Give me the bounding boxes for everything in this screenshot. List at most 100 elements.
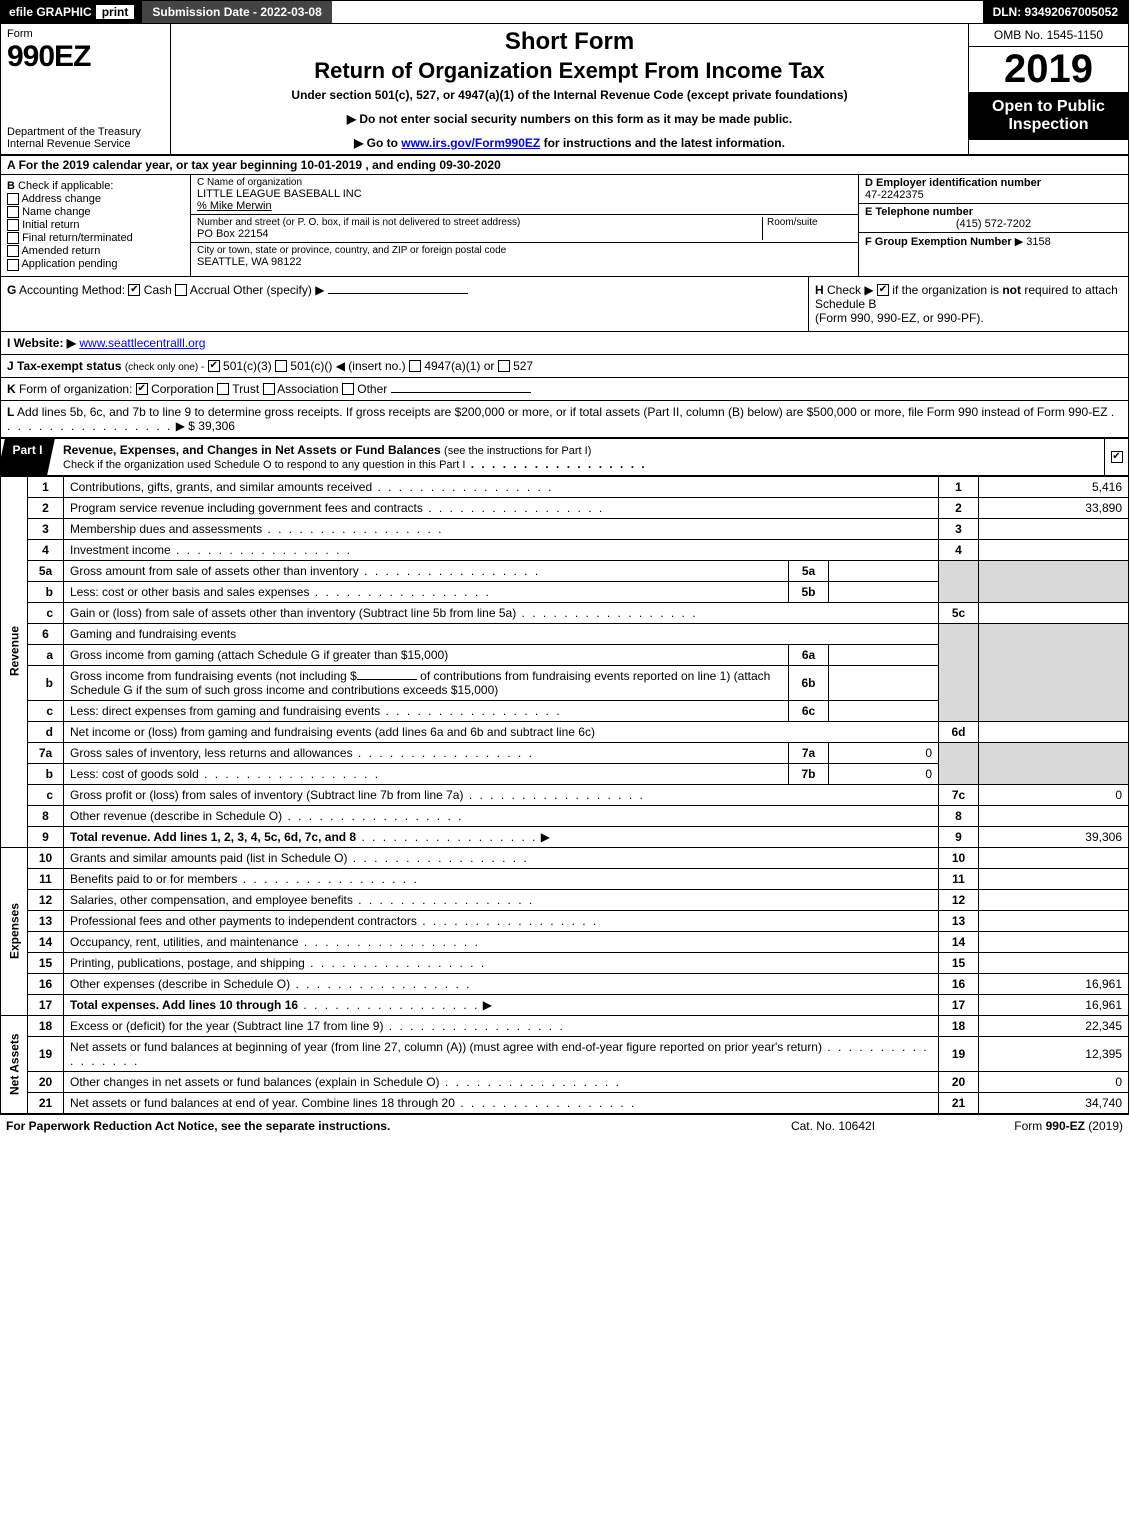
short-form-title: Short Form (179, 28, 960, 56)
section-b: B Check if applicable: Address change Na… (1, 175, 191, 276)
line-21-value: 34,740 (979, 1092, 1129, 1113)
part-1-badge: Part I (0, 439, 55, 475)
g-prefix: G (7, 283, 16, 297)
d-ein-label: D Employer identification number (865, 177, 1122, 189)
k-other: Other (357, 382, 387, 396)
line-8: 8 Other revenue (describe in Schedule O)… (1, 805, 1129, 826)
part-1-header: Part I Revenue, Expenses, and Changes in… (0, 438, 1129, 476)
line-14: 14 Occupancy, rent, utilities, and maint… (1, 931, 1129, 952)
submission-date: Submission Date - 2022-03-08 (142, 1, 331, 23)
efile-label: efile GRAPHIC print (1, 1, 142, 23)
line-6d: d Net income or (loss) from gaming and f… (1, 721, 1129, 742)
j-opt4: 527 (513, 359, 533, 373)
header-middle: Short Form Return of Organization Exempt… (171, 24, 968, 154)
line-14-value (979, 931, 1129, 952)
line-2-value: 33,890 (979, 497, 1129, 518)
line-5b-value (829, 581, 939, 602)
h-text4: (Form 990, 990-EZ, or 990-PF). (815, 311, 984, 325)
block-bcdef: B Check if applicable: Address change Na… (0, 175, 1129, 277)
line-17-value: 16,961 (979, 994, 1129, 1015)
checkbox-h[interactable] (877, 284, 889, 296)
net-assets-tab: Net Assets (1, 1015, 28, 1113)
part-1-sub: Check if the organization used Schedule … (63, 459, 465, 471)
checkbox-accrual[interactable] (175, 284, 187, 296)
line-7b-value: 0 (829, 763, 939, 784)
chk-address: Address change (7, 193, 184, 205)
checkbox-501c[interactable] (275, 360, 287, 372)
i-prefix: I Website: ▶ (7, 336, 76, 350)
line-4: 4 Investment income 4 (1, 539, 1129, 560)
c-name-label: C Name of organization (197, 177, 852, 188)
line-1-value: 5,416 (979, 476, 1129, 497)
k-corp: Corporation (151, 382, 214, 396)
line-9: 9 Total revenue. Add lines 1, 2, 3, 4, 5… (1, 826, 1129, 847)
chk-name: Name change (7, 206, 184, 218)
e-phone-row: E Telephone number (415) 572-7202 (859, 204, 1128, 233)
h-text1: Check ▶ (827, 283, 874, 297)
section-c: C Name of organization LITTLE LEAGUE BAS… (191, 175, 858, 276)
website-link[interactable]: www.seattlecentralll.org (79, 336, 205, 350)
c-careof: % Mike Merwin (197, 200, 852, 212)
row-gh: G Accounting Method: Cash Accrual Other … (0, 277, 1129, 332)
checkbox-assoc[interactable] (263, 383, 275, 395)
irs-link[interactable]: www.irs.gov/Form990EZ (401, 136, 540, 150)
j-opt1: 501(c)(3) (223, 359, 272, 373)
form-header: Form 990EZ Department of the Treasury In… (0, 24, 1129, 156)
dln-label: DLN: 93492067005052 (983, 1, 1128, 23)
chk-initial: Initial return (7, 219, 184, 231)
line-7a-value: 0 (829, 742, 939, 763)
line-21: 21 Net assets or fund balances at end of… (1, 1092, 1129, 1113)
line-5c: c Gain or (loss) from sale of assets oth… (1, 602, 1129, 623)
checkbox-initial-return[interactable] (7, 219, 19, 231)
checkbox-cash[interactable] (128, 284, 140, 296)
checkbox-527[interactable] (498, 360, 510, 372)
line-7a: 7a Gross sales of inventory, less return… (1, 742, 1129, 763)
row-g: G Accounting Method: Cash Accrual Other … (1, 277, 808, 331)
line-13-value (979, 910, 1129, 931)
line-6: 6 Gaming and fundraising events (1, 623, 1129, 644)
chk-amended: Amended return (7, 245, 184, 257)
c-name-row: C Name of organization LITTLE LEAGUE BAS… (191, 175, 858, 215)
checkbox-application-pending[interactable] (7, 259, 19, 271)
c-street: PO Box 22154 (197, 228, 762, 240)
checkbox-address-change[interactable] (7, 193, 19, 205)
print-button[interactable]: print (96, 5, 135, 19)
c-name: LITTLE LEAGUE BASEBALL INC (197, 188, 852, 200)
line-8-value (979, 805, 1129, 826)
j-sub: (check only one) - (125, 362, 204, 373)
line-19: 19 Net assets or fund balances at beginn… (1, 1036, 1129, 1071)
line-4-value (979, 539, 1129, 560)
l-prefix: L (7, 405, 14, 419)
form-label: Form (7, 28, 164, 40)
note2-pre: ▶ Go to (354, 136, 401, 150)
checkbox-part1-schedo[interactable] (1111, 451, 1123, 463)
part-1-check (1104, 439, 1128, 475)
page-footer: For Paperwork Reduction Act Notice, see … (0, 1114, 1129, 1137)
k-other-blank (391, 392, 531, 393)
l-amount: $ 39,306 (188, 419, 235, 433)
g-other-blank (328, 293, 468, 294)
checkbox-amended-return[interactable] (7, 245, 19, 257)
checkbox-final-return[interactable] (7, 232, 19, 244)
line-12-value (979, 889, 1129, 910)
line-15: 15 Printing, publications, postage, and … (1, 952, 1129, 973)
footer-left: For Paperwork Reduction Act Notice, see … (6, 1119, 743, 1133)
topbar-spacer (332, 1, 983, 23)
line-6a-value (829, 644, 939, 665)
j-opt2: 501(c)( (290, 359, 328, 373)
line-7c: c Gross profit or (loss) from sales of i… (1, 784, 1129, 805)
checkbox-501c3[interactable] (208, 360, 220, 372)
checkbox-other[interactable] (342, 383, 354, 395)
c-city: SEATTLE, WA 98122 (197, 256, 852, 268)
c-street-label: Number and street (or P. O. box, if mail… (197, 217, 762, 228)
department-label: Department of the Treasury Internal Reve… (7, 126, 164, 150)
chk-final: Final return/terminated (7, 232, 184, 244)
checkbox-trust[interactable] (217, 383, 229, 395)
g-label: Accounting Method: (19, 283, 125, 297)
header-right: OMB No. 1545-1150 2019 Open to Public In… (968, 24, 1128, 154)
checkbox-corp[interactable] (136, 383, 148, 395)
checkbox-name-change[interactable] (7, 206, 19, 218)
k-prefix: K (7, 382, 16, 396)
line-3: 3 Membership dues and assessments 3 (1, 518, 1129, 539)
checkbox-4947[interactable] (409, 360, 421, 372)
